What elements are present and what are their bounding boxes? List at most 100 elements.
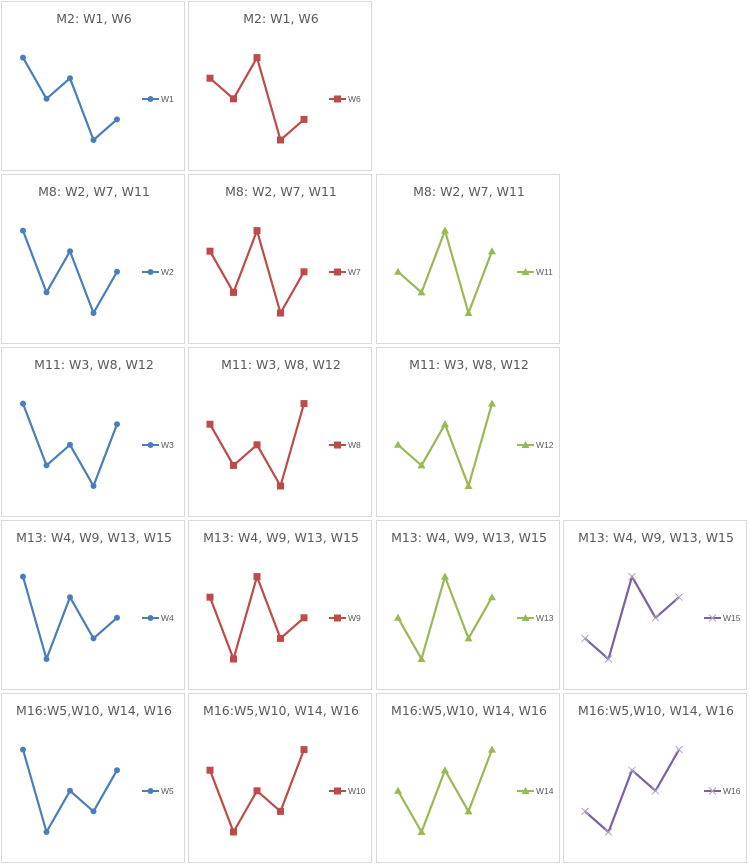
chart-title: M16:W5,W10, W14, W16 [16,703,172,718]
legend-item: W4 [142,613,174,623]
legend-marker-icon [334,441,341,449]
series-line-W7 [209,229,305,315]
series-line-W16 [584,749,680,834]
line-chart: M2: W1, W6 W6 [206,11,361,144]
chart-panel[interactable]: M13: W4, W9, W13, W15 W4 [1,520,185,690]
data-point-W2-3 [67,248,73,255]
data-point-W3-4 [90,483,97,489]
data-point-W10-1 [206,766,214,774]
data-point-W2-2 [43,289,50,296]
chart-panel[interactable]: M8: W2, W7, W11 W2 [1,174,185,344]
data-point-W13-3 [441,572,449,580]
chart-title: M16:W5,W10, W14, W16 [578,703,734,718]
legend-label: W11 [536,267,553,277]
data-point-W1-1 [20,54,26,61]
data-point-W4-1 [20,573,26,580]
series-line-W15 [584,575,680,661]
line-chart: M11: W3, W8, W12 W3 [20,357,174,489]
chart-panel[interactable]: M13: W4, W9, W13, W15 W15 [563,520,747,690]
data-point-W4-3 [67,594,73,601]
series-line-W1 [22,57,118,142]
chart-panel[interactable]: M2: W1, W6 W6 [188,1,372,171]
data-point-W16-5 [675,745,683,754]
legend-marker-icon [147,269,154,275]
chart-panel[interactable]: M16:W5,W10, W14, W16 W16 [563,693,747,863]
chart-panel[interactable]: M11: W3, W8, W12 W3 [1,347,185,517]
data-point-W5-5 [114,767,120,774]
data-point-W3-1 [20,400,26,407]
data-point-W1-4 [90,137,97,143]
data-point-W7-3 [253,227,261,235]
chart-panel[interactable]: M11: W3, W8, W12 W8 [188,347,372,517]
legend-marker-icon [334,787,341,795]
data-point-W11-2 [417,288,426,296]
chart-panel[interactable]: M8: W2, W7, W11 W11 [376,174,560,344]
data-point-W10-3 [253,787,261,795]
data-point-W11-1 [394,267,402,275]
data-point-W3-3 [67,441,73,448]
legend-item: W1 [142,94,174,104]
data-point-W12-1 [394,440,402,448]
chart-title: M8: W2, W7, W11 [38,184,150,199]
line-chart: M13: W4, W9, W13, W15 W13 [391,530,554,662]
chart-panel[interactable]: M11: W3, W8, W12 W12 [376,347,560,517]
data-point-W6-4 [277,136,284,144]
series-line-W9 [208,575,305,661]
chart-panel[interactable]: M8: W2, W7, W11 W7 [188,174,372,344]
legend-label: W14 [536,786,554,796]
data-point-W5-3 [67,787,73,794]
chart-title: M11: W3, W8, W12 [34,357,154,372]
data-point-W8-4 [277,482,284,490]
data-point-W15-4 [651,613,660,622]
data-point-W14-1 [394,786,402,794]
data-point-W13-5 [488,593,496,601]
chart-panel[interactable]: M13: W4, W9, W13, W15 W9 [188,520,372,690]
chart-panel[interactable]: M2: W1, W6 W1 [1,1,185,171]
legend-item: W11 [517,267,553,277]
chart-panel[interactable]: M16:W5,W10, W14, W16 W5 [1,693,185,863]
series-line-W2 [21,230,118,315]
data-point-W11-3 [441,226,449,234]
line-chart: M13: W4, W9, W13, W15 W15 [578,530,741,663]
chart-panel[interactable]: M16:W5,W10, W14, W16 W10 [188,693,372,863]
chart-title: M2: W1, W6 [243,11,319,26]
legend-label: W7 [348,267,361,277]
legend-item: W10 [329,786,366,796]
legend-label: W9 [348,613,361,623]
data-point-W1-3 [67,75,73,82]
data-point-W8-5 [300,400,308,408]
legend-marker-icon [147,615,154,621]
data-point-W8-3 [253,441,261,449]
legend-label: W13 [536,613,554,623]
chart-title: M16:W5,W10, W14, W16 [391,703,547,718]
data-point-W9-5 [300,614,308,622]
series-line-W14 [397,749,494,834]
chart-title: M16:W5,W10, W14, W16 [203,703,359,718]
data-point-W15-2 [604,655,613,663]
data-point-W3-5 [114,421,120,428]
legend-item: W12 [517,440,554,450]
chart-panel[interactable]: M16:W5,W10, W14, W16 W14 [376,693,560,863]
line-chart: M13: W4, W9, W13, W15 W9 [203,530,361,663]
chart-title: M13: W4, W9, W13, W15 [16,530,172,545]
legend-marker-icon [521,614,530,621]
data-point-W16-2 [604,828,613,836]
chart-title: M8: W2, W7, W11 [413,184,525,199]
data-point-W11-4 [464,309,473,316]
legend-item: W2 [142,267,174,277]
data-point-W14-3 [441,766,449,774]
data-point-W16-1 [581,807,589,816]
legend-marker-icon [521,787,530,794]
data-point-W6-5 [300,115,308,123]
data-point-W2-1 [20,227,26,234]
line-chart: M8: W2, W7, W11 W7 [206,184,361,317]
legend-label: W2 [161,267,174,277]
legend-item: W8 [329,440,361,450]
chart-panel[interactable]: M13: W4, W9, W13, W15 W13 [376,520,560,690]
legend-marker-icon [147,442,154,448]
data-point-W16-4 [651,786,660,795]
series-line-W11 [397,229,494,315]
line-chart: M11: W3, W8, W12 W12 [394,357,554,489]
chart-title: M13: W4, W9, W13, W15 [391,530,547,545]
data-point-W7-2 [230,288,237,296]
